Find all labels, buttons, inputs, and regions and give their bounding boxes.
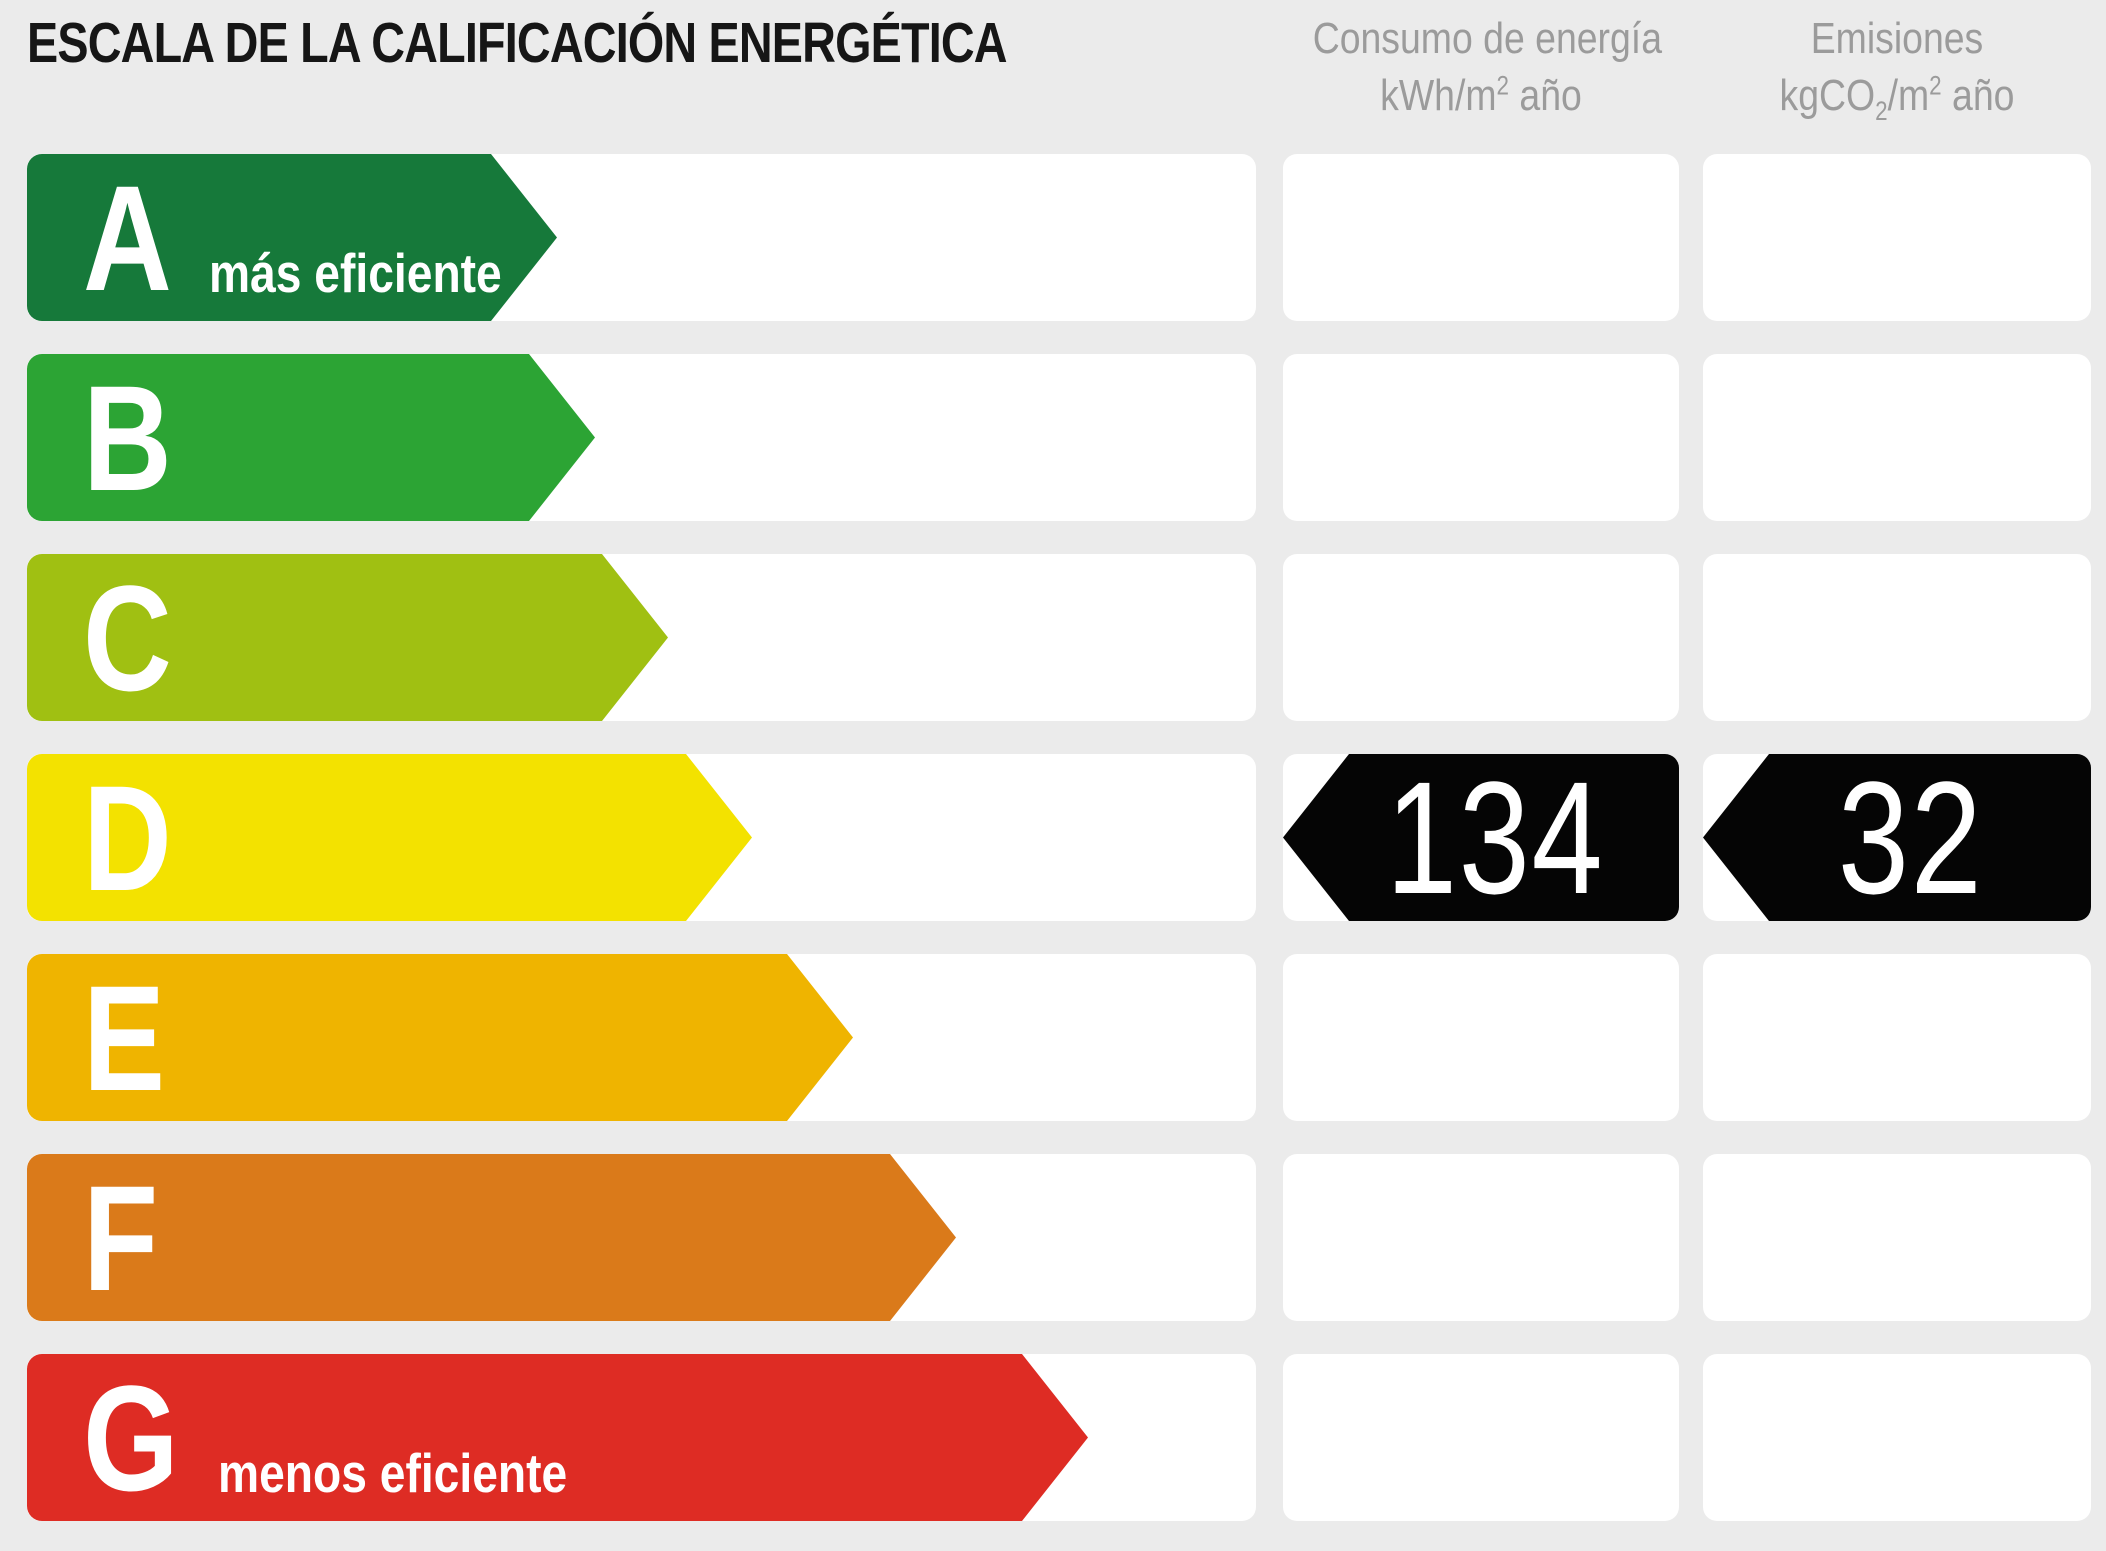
rating-letter: A bbox=[83, 153, 172, 322]
consumo-unit-pre: kWh/m bbox=[1380, 71, 1497, 121]
emisiones-unit-pre: kgCO bbox=[1779, 71, 1876, 121]
rating-letter: G bbox=[83, 1353, 179, 1522]
consumo-value-box bbox=[1283, 154, 1679, 321]
rating-note: más eficiente bbox=[209, 242, 503, 304]
rating-arrow: F bbox=[27, 1154, 956, 1321]
emisiones-value-box bbox=[1703, 1354, 2091, 1521]
rating-row: C bbox=[0, 554, 2106, 721]
emisiones-header-line2: kgCO2/m2 año bbox=[1732, 67, 2062, 128]
emisiones-value-box bbox=[1703, 554, 2091, 721]
emisiones-value: 32 bbox=[1837, 747, 1984, 927]
consumo-header-line2: kWh/m2 año bbox=[1313, 67, 1650, 128]
column-header-emisiones: Emisiones kgCO2/m2 año bbox=[1703, 10, 2091, 128]
rating-row: E bbox=[0, 954, 2106, 1121]
rating-letter: B bbox=[83, 353, 172, 522]
rating-note: menos eficiente bbox=[217, 1442, 567, 1504]
emisiones-value-box bbox=[1703, 1154, 2091, 1321]
rating-arrow: E bbox=[27, 954, 853, 1121]
rating-row: F bbox=[0, 1154, 2106, 1321]
emisiones-unit-sup: 2 bbox=[1929, 70, 1942, 101]
rating-arrow: D bbox=[27, 754, 752, 921]
rating-row: D 134 32 bbox=[0, 754, 2106, 921]
emisiones-marker-arrow: 32 bbox=[1703, 754, 2091, 921]
rating-scale: A más eficiente B C bbox=[0, 154, 2106, 1551]
emisiones-header-line1: Emisiones bbox=[1810, 14, 1984, 63]
rating-arrow: A más eficiente bbox=[27, 154, 557, 321]
emisiones-value-box bbox=[1703, 354, 2091, 521]
rating-letter: F bbox=[83, 1153, 159, 1322]
page-title: ESCALA DE LA CALIFICACIÓN ENERGÉTICA bbox=[27, 11, 1008, 75]
consumo-value-box bbox=[1283, 1154, 1679, 1321]
consumo-marker-arrow: 134 bbox=[1283, 754, 1679, 921]
column-header-consumo: Consumo de energía kWh/m2 año bbox=[1283, 10, 1679, 128]
emisiones-unit-post: año bbox=[1941, 71, 2015, 121]
rating-arrow: G menos eficiente bbox=[27, 1354, 1088, 1521]
rating-row: G menos eficiente bbox=[0, 1354, 2106, 1521]
consumo-value: 134 bbox=[1385, 747, 1604, 927]
consumo-value-box bbox=[1283, 954, 1679, 1121]
consumo-value-box bbox=[1283, 1354, 1679, 1521]
rating-letter: D bbox=[83, 753, 172, 922]
consumo-value-box bbox=[1283, 554, 1679, 721]
consumo-header-line1: Consumo de energía bbox=[1312, 14, 1662, 63]
emisiones-unit-sub: 2 bbox=[1875, 95, 1888, 126]
rating-arrow: B bbox=[27, 354, 595, 521]
rating-row: A más eficiente bbox=[0, 154, 2106, 321]
emisiones-value-box bbox=[1703, 954, 2091, 1121]
consumo-unit-post: año bbox=[1509, 71, 1582, 121]
consumo-value-box bbox=[1283, 354, 1679, 521]
rating-arrow: C bbox=[27, 554, 668, 721]
emisiones-value-box bbox=[1703, 154, 2091, 321]
rating-letter: E bbox=[83, 953, 166, 1122]
consumo-unit-sup: 2 bbox=[1496, 70, 1510, 101]
rating-row: B bbox=[0, 354, 2106, 521]
rating-letter: C bbox=[83, 553, 172, 722]
emisiones-unit-mid: /m bbox=[1887, 71, 1930, 121]
